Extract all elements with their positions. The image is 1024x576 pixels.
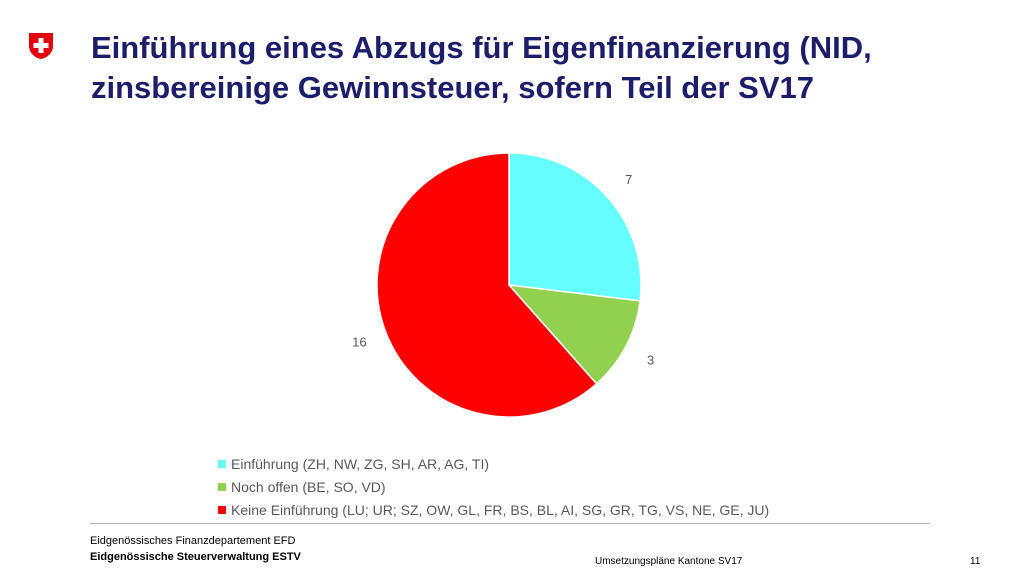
pie-slice-value-label-3: 16 (352, 335, 366, 350)
chart-legend: Einführung (ZH, NW, ZG, SH, AR, AG, TI) N… (218, 452, 769, 521)
page-title-line-2: zinsbereinige Gewinnsteuer, sofern Teil … (91, 70, 814, 105)
pie-slice-value-label-2: 3 (647, 352, 654, 367)
legend-item-2: Noch offen (BE, SO, VD) (218, 475, 769, 498)
pie-slice-3 (376, 152, 598, 418)
legend-label-2: Noch offen (BE, SO, VD) (231, 478, 386, 495)
legend-swatch-3 (218, 505, 226, 514)
swiss-coat-of-arms-icon (29, 33, 53, 59)
legend-label-3: Keine Einführung (LU; UR; SZ, OW, GL, FR… (231, 501, 770, 518)
footer-document-title: Umsetzungspläne Kantone SV17 (595, 556, 743, 567)
footer-organization: Eidgenössisches Finanzdepartement EFD Ei… (90, 533, 301, 565)
page-title: Einführung eines Abzugs für Eigenfinanzi… (91, 28, 991, 108)
footer-department: Eidgenössisches Finanzdepartement EFD (90, 535, 296, 547)
pie-slice-value-label-1: 7 (625, 172, 632, 187)
pie-chart: 7 3 16 (352, 152, 654, 418)
pie-slice-1 (508, 152, 642, 302)
legend-item-3: Keine Einführung (LU; UR; SZ, OW, GL, FR… (218, 498, 769, 521)
legend-item-1: Einführung (ZH, NW, ZG, SH, AR, AG, TI) (218, 452, 769, 475)
footer-office: Eidgenössische Steuerverwaltung ESTV (90, 551, 301, 563)
footer-divider (90, 523, 930, 524)
legend-label-1: Einführung (ZH, NW, ZG, SH, AR, AG, TI) (231, 455, 490, 472)
legend-swatch-2 (218, 482, 226, 491)
footer-page-number: 11 (970, 556, 981, 567)
legend-swatch-1 (218, 459, 226, 468)
pie-slice-2 (507, 284, 641, 385)
page-title-line-1: Einführung eines Abzugs für Eigenfinanzi… (91, 30, 872, 65)
